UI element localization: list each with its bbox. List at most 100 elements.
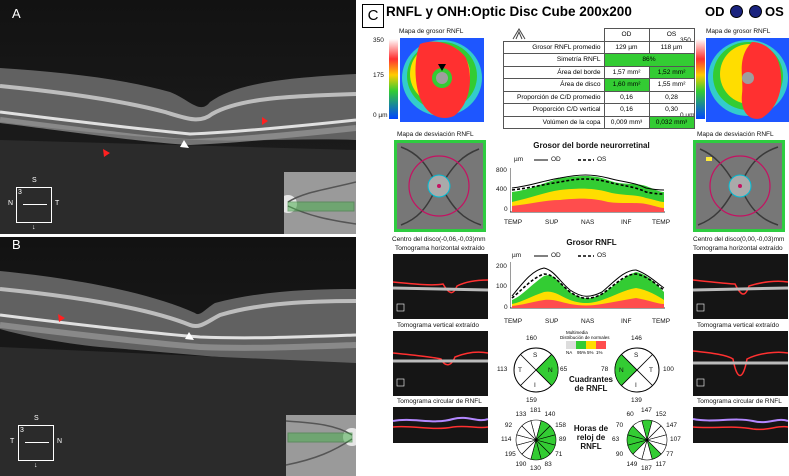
orientation-box-a: S N T 3 ↓ [8, 177, 59, 231]
clock-hour-value: 130 [530, 465, 541, 472]
clock-hour-value: 152 [655, 410, 667, 418]
clock-hour-value: 90 [615, 450, 624, 458]
od-value: 1,60 mm² [603, 78, 650, 92]
normal-legend-tick: NA [566, 350, 573, 355]
clock-hour-value: 187 [641, 465, 652, 472]
rim-chart-legend [534, 159, 594, 161]
red-arrow-marker [262, 117, 268, 125]
od-thickness-map-label: Mapa de grosor RNFL [399, 28, 464, 35]
row-label: Proporción de C/D promedio [503, 90, 605, 104]
rim-ytick: 0 [504, 206, 508, 213]
oct-scan-a: A S N T 3 ↓ [0, 0, 356, 234]
od-color-scale [389, 39, 398, 119]
normal-legend-title1: Multimedia [566, 330, 588, 335]
table-row: Volúmen de la copa 0,009 mm³ 0,032 mm³ [503, 115, 695, 129]
od-tomogram-circular [393, 407, 488, 443]
down-arrow-icon: ↓ [34, 462, 38, 469]
clock-sector [632, 420, 648, 442]
quad-letter-n: N [619, 367, 624, 374]
quad-letter-t: T [518, 367, 522, 374]
clock-hour-value: 77 [666, 450, 674, 458]
clock-hour-value: 114 [501, 436, 512, 443]
quadrants-title-line2: de RNFL [574, 384, 608, 393]
table-row: Grosor RNFL promedio 129 µm 118 µm [503, 40, 695, 54]
normal-legend-tick: 95% [577, 350, 587, 355]
quad-letter-i: I [534, 382, 536, 389]
rnfl-ytick: 100 [496, 283, 507, 290]
normal-legend-tick: 5% [587, 350, 594, 355]
normal-legend-tick: 1% [596, 350, 603, 355]
rnfl-ytick: 200 [496, 263, 507, 270]
scale-top: 350 [373, 37, 384, 44]
od-thickness-map [400, 38, 484, 122]
od-value: 129 µm [603, 40, 650, 54]
od-deviation-map [394, 140, 486, 232]
od-tomo-h-label: Tomograma horizontal extraído [395, 245, 485, 252]
oct-scan-a-image [0, 0, 356, 234]
rnfl-xtick: TEMP [652, 318, 671, 325]
os-value: 0,30 [648, 103, 695, 117]
quad-letter-s: S [533, 352, 538, 359]
rnfl-chart-plot [510, 262, 665, 309]
symmetry-value: 86% [603, 53, 695, 67]
rim-chart-title: Grosor del borde neurorretinal [533, 141, 650, 150]
os-quadrant-i: 139 [631, 397, 642, 404]
clock-hour-value: 71 [555, 450, 563, 458]
rim-xtick: TEMP [652, 219, 671, 226]
clock-hour-value: 133 [515, 410, 527, 418]
rnfl-ytick: 0 [504, 304, 508, 311]
rim-xtick: SUP [545, 219, 559, 226]
white-arrow-marker [185, 332, 194, 340]
scan-line [25, 442, 49, 443]
os-thickness-map [706, 38, 789, 122]
row-label: Grosor RNFL promedio [503, 40, 605, 54]
rim-ytick: 800 [496, 167, 507, 174]
scan-index: 3 [20, 427, 24, 434]
clock-hour-value: 60 [626, 410, 634, 418]
os-tomo-h-label: Tomograma horizontal extraído [693, 245, 783, 252]
metrics-table: OD OS Grosor RNFL promedio 129 µm 118 µm… [503, 28, 695, 129]
od-deviation-map-label: Mapa de desviación RNFL [397, 131, 474, 138]
os-value: 1,55 mm² [648, 78, 695, 92]
table-row: Área del borde 1,57 mm² 1,52 mm² [503, 65, 695, 79]
table-header-row: OD OS [504, 28, 695, 42]
clock-hour-value: 89 [559, 436, 567, 443]
rim-chart-plot [510, 168, 665, 213]
clock-hour-value: 190 [515, 461, 527, 469]
os-value: 118 µm [648, 40, 695, 54]
os-color-scale [696, 39, 705, 119]
os-quadrant-s: 146 [631, 335, 642, 342]
os-tomogram-horizontal [693, 254, 788, 319]
table-row: Proporción C/D vertical 0,16 0,30 [503, 103, 695, 117]
od-value: 0,16 [603, 103, 650, 117]
panel-letter-a: A [12, 6, 21, 21]
os-clock-chart [626, 419, 668, 461]
clock-hour-value: 117 [655, 461, 666, 469]
down-arrow-icon: ↓ [32, 224, 36, 231]
os-thickness-map-label: Mapa de grosor RNFL [706, 28, 771, 35]
scale-bottom: 0 µm [373, 112, 388, 119]
clock-hour-value: 147 [666, 421, 677, 429]
clock-hour-value: 107 [670, 436, 681, 443]
legend-od: OD [551, 156, 561, 163]
rim-xtick: INF [621, 219, 632, 226]
clock-title-line2: reloj de [576, 433, 606, 442]
od-tomo-c-label: Tomograma circular de RNFL [397, 398, 482, 405]
os-quadrant-chart [614, 347, 660, 393]
rnfl-xtick: NAS [581, 318, 595, 325]
os-eye-icon [749, 5, 762, 18]
clock-title-line1: Horas de [573, 424, 609, 433]
rim-ytick: 400 [496, 186, 507, 193]
os-quadrant-t: 78 [601, 366, 609, 373]
header-cell: OS [648, 28, 695, 42]
clock-hour-value: 63 [612, 436, 620, 443]
od-tomo-v-label: Tomograma vertical extraído [397, 322, 480, 329]
od-eye-icon [730, 5, 743, 18]
rnfl-xtick: INF [621, 318, 632, 325]
clock-hour-value: 158 [555, 421, 566, 429]
os-value: 1,52 mm² [648, 65, 695, 79]
panel-letter-c: C [362, 4, 384, 28]
header-cell [504, 29, 605, 42]
table-row: Proporción de C/D promedio 0,16 0,28 [503, 90, 695, 104]
rnfl-xtick: SUP [545, 318, 559, 325]
